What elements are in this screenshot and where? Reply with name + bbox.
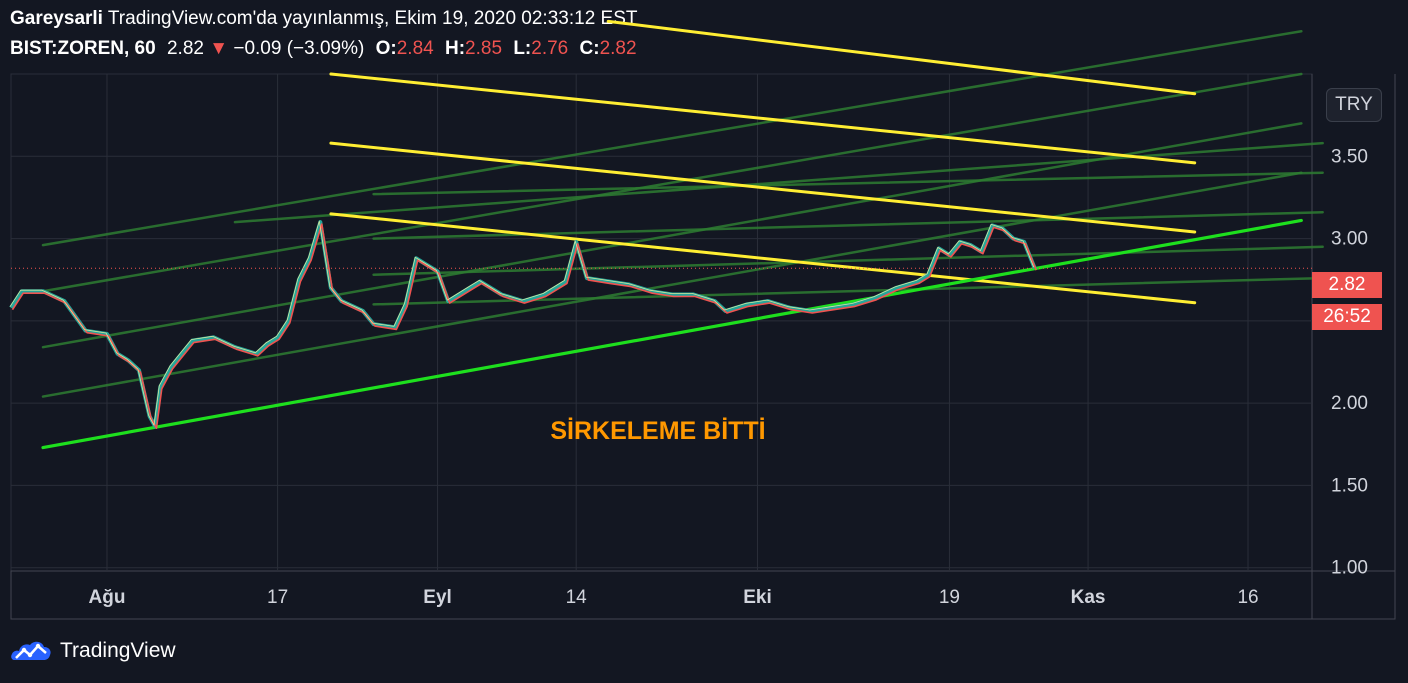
price-series bbox=[9, 220, 1312, 430]
high-value: 2.85 bbox=[465, 38, 503, 59]
y-tick-label: 3.50 bbox=[1331, 146, 1368, 167]
high-label: H: bbox=[444, 38, 466, 59]
footer: TradingView bbox=[10, 638, 176, 664]
plot-frame bbox=[10, 73, 1313, 572]
symbol-label[interactable]: BIST:ZOREN, 60 bbox=[10, 38, 156, 59]
support-line bbox=[41, 218, 1303, 450]
chart-grid bbox=[10, 73, 1396, 620]
support-lines bbox=[41, 218, 1303, 450]
x-tick-label: 14 bbox=[566, 587, 588, 608]
price-line-wick bbox=[9, 220, 1035, 426]
x-tick-label: Eki bbox=[743, 587, 772, 608]
publish-info: TradingView.com'da yayınlanmış, Ekim 19,… bbox=[107, 8, 638, 29]
time-axis-frame bbox=[10, 570, 1396, 620]
tradingview-logo-icon[interactable] bbox=[10, 638, 52, 664]
last-price: 2.82 bbox=[166, 38, 204, 59]
x-tick-label: Eyl bbox=[423, 587, 452, 608]
channel-line bbox=[329, 72, 1197, 165]
price-change: −0.09 (−3.09%) bbox=[233, 38, 365, 59]
fan-line bbox=[41, 122, 1303, 349]
x-tick-label: 16 bbox=[1237, 587, 1258, 608]
countdown-badge: 26:52 bbox=[1312, 304, 1382, 330]
last-price-badge: 2.82 bbox=[1312, 272, 1382, 298]
author-name[interactable]: Gareysarli bbox=[10, 8, 103, 29]
fan-line bbox=[372, 171, 1324, 196]
close-value: 2.82 bbox=[599, 38, 637, 59]
chart-header-line2: BIST:ZOREN, 60 2.82 ▼ −0.09 (−3.09%) O:2… bbox=[10, 38, 637, 60]
low-value: 2.76 bbox=[531, 38, 569, 59]
fan-line bbox=[41, 72, 1303, 293]
y-axis: 1.001.502.002.503.003.50 bbox=[1331, 146, 1368, 578]
y-tick-label: 3.00 bbox=[1331, 229, 1368, 250]
open-value: 2.84 bbox=[396, 38, 434, 59]
x-tick-label: 17 bbox=[267, 587, 288, 608]
fan-line bbox=[41, 171, 1303, 398]
channel-line bbox=[329, 212, 1197, 305]
annotation-text: SİRKELEME BİTTİ bbox=[550, 417, 765, 445]
x-tick-label: 19 bbox=[939, 587, 960, 608]
fan-line bbox=[372, 210, 1324, 240]
currency-button[interactable]: TRY bbox=[1326, 88, 1382, 122]
y-tick-label: 2.00 bbox=[1331, 393, 1368, 414]
price-line-down bbox=[11, 223, 1037, 430]
x-tick-label: Ağu bbox=[89, 587, 126, 608]
footer-brand[interactable]: TradingView bbox=[60, 639, 176, 662]
open-label: O: bbox=[375, 38, 397, 59]
fan-line bbox=[233, 141, 1324, 224]
y-tick-label: 1.00 bbox=[1331, 558, 1368, 579]
x-axis: Ağu 17 Eyl 14 Eki 19 Kas 16 bbox=[89, 587, 1259, 608]
y-tick-label: 1.50 bbox=[1331, 475, 1368, 496]
x-tick-label: Kas bbox=[1071, 587, 1106, 608]
close-label: C: bbox=[579, 38, 600, 59]
channel-lines bbox=[329, 19, 1197, 305]
channel-line bbox=[329, 141, 1197, 234]
fan-line bbox=[372, 245, 1324, 277]
channel-line bbox=[606, 19, 1197, 96]
low-label: L: bbox=[513, 38, 532, 59]
chart-header-line1: Gareysarli TradingView.com'da yayınlanmı… bbox=[10, 8, 638, 30]
down-arrow-icon: ▼ bbox=[209, 38, 229, 59]
price-line-up bbox=[9, 220, 1037, 429]
fan-line bbox=[41, 29, 1303, 247]
